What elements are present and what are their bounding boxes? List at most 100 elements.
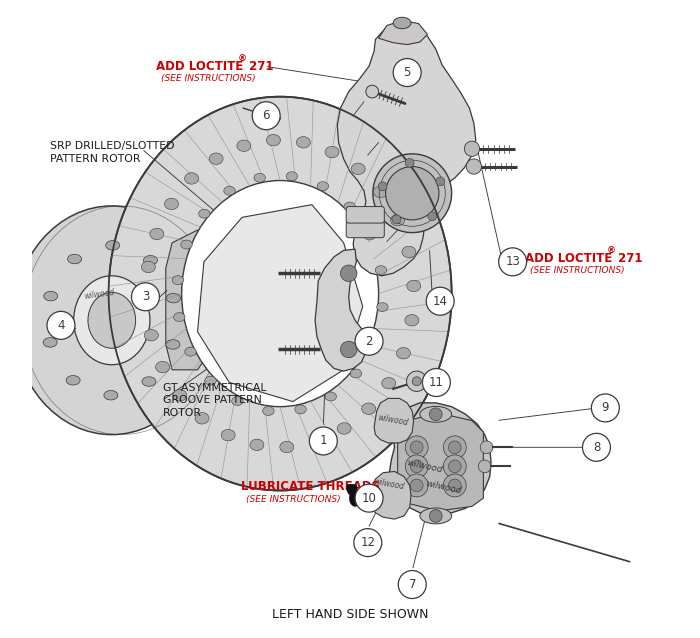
FancyBboxPatch shape [346,221,384,238]
Circle shape [410,460,423,473]
Ellipse shape [402,246,416,258]
Ellipse shape [254,174,265,182]
Circle shape [422,369,450,396]
Ellipse shape [144,255,158,265]
Polygon shape [315,249,366,371]
Circle shape [466,159,482,174]
Ellipse shape [250,439,264,450]
Ellipse shape [396,348,410,359]
Text: ROTOR: ROTOR [162,408,202,418]
Ellipse shape [209,153,223,165]
Circle shape [340,341,357,358]
Circle shape [47,311,75,339]
Text: wilwood: wilwood [425,479,463,496]
Text: wilwood: wilwood [83,288,115,302]
Ellipse shape [368,338,379,347]
Ellipse shape [181,240,192,249]
Circle shape [405,474,428,497]
Text: 11: 11 [429,376,444,389]
Text: ADD LOCTITE: ADD LOCTITE [525,251,612,265]
Text: GT ASYMMETRICAL: GT ASYMMETRICAL [162,383,266,392]
Ellipse shape [309,436,323,447]
Ellipse shape [296,137,310,148]
Ellipse shape [195,413,209,424]
Text: (SEE INSTRUCTIONS): (SEE INSTRUCTIONS) [531,266,625,275]
Polygon shape [349,493,361,507]
Polygon shape [346,484,357,496]
Text: 6: 6 [262,109,270,122]
Circle shape [354,529,382,556]
Ellipse shape [262,406,274,415]
Ellipse shape [13,206,210,434]
Ellipse shape [172,276,183,285]
Circle shape [478,460,491,473]
Text: ®: ® [237,56,246,64]
Ellipse shape [141,261,155,272]
Circle shape [378,182,387,191]
Circle shape [464,141,480,156]
Ellipse shape [224,186,235,195]
Ellipse shape [74,276,150,365]
Polygon shape [379,20,428,45]
Ellipse shape [108,97,452,491]
Ellipse shape [221,429,235,441]
Circle shape [480,441,493,454]
Circle shape [392,215,401,224]
Ellipse shape [373,186,387,198]
Ellipse shape [174,313,185,322]
Ellipse shape [237,140,251,151]
Text: (SEE INSTRUCTIONS): (SEE INSTRUCTIONS) [161,75,256,84]
Ellipse shape [185,173,199,184]
Circle shape [582,433,610,461]
Circle shape [252,101,280,130]
Circle shape [366,85,379,98]
Circle shape [405,436,428,459]
Circle shape [398,570,426,598]
Text: wilwood: wilwood [373,477,405,491]
Text: 14: 14 [433,295,448,308]
Ellipse shape [43,338,57,347]
Ellipse shape [420,406,452,422]
Ellipse shape [407,280,421,292]
Ellipse shape [280,441,294,453]
Ellipse shape [66,376,80,385]
Polygon shape [166,230,214,370]
Ellipse shape [155,361,169,373]
Ellipse shape [142,377,156,386]
Text: 3: 3 [142,290,149,303]
Ellipse shape [317,182,328,191]
Circle shape [132,283,160,311]
Text: 1: 1 [320,434,327,447]
Ellipse shape [344,202,356,211]
Text: GROOVE PATTERN: GROOVE PATTERN [162,396,262,405]
Ellipse shape [337,423,351,434]
Text: 271: 271 [245,60,274,73]
Ellipse shape [265,114,281,122]
Ellipse shape [150,228,164,240]
Circle shape [386,167,439,220]
Circle shape [498,248,526,276]
Circle shape [443,474,466,497]
Text: 8: 8 [593,441,600,454]
Circle shape [373,154,452,233]
Text: PATTERN ROTOR: PATTERN ROTOR [50,154,141,164]
Ellipse shape [325,392,337,401]
Text: 271: 271 [615,251,643,265]
Circle shape [428,212,437,221]
Text: 7: 7 [409,578,416,591]
Text: 13: 13 [505,255,520,269]
Ellipse shape [364,231,375,240]
Text: SRP DRILLED/SLOTTED: SRP DRILLED/SLOTTED [50,141,175,151]
Circle shape [309,427,337,455]
Circle shape [429,510,442,523]
Circle shape [449,441,461,454]
Polygon shape [389,403,491,515]
Ellipse shape [104,390,118,400]
Ellipse shape [382,378,395,389]
Ellipse shape [68,255,82,263]
Ellipse shape [166,339,180,349]
Ellipse shape [267,135,281,146]
Ellipse shape [205,376,216,385]
Circle shape [449,479,461,492]
Text: 5: 5 [403,66,411,79]
